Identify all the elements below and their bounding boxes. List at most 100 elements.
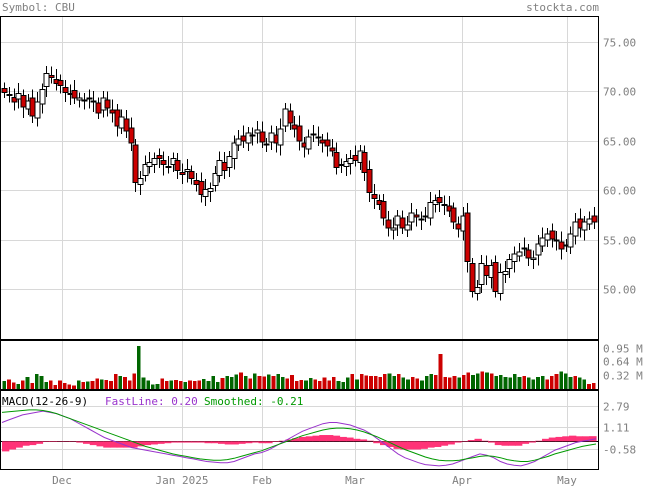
volume-bar [304,380,308,389]
price-candle [128,117,135,152]
price-tick-label: 70.00 [603,86,636,99]
volume-bar [30,382,34,389]
macd-histogram-bar [420,441,428,449]
price-candle [109,99,116,123]
volume-bar [155,383,160,389]
price-candle [296,115,303,151]
volume-bar [169,380,174,389]
x-tick-label: Mar [345,474,365,486]
macd-tick-label: 2.79 [603,401,630,414]
macd-histogram-bar [467,440,476,442]
volume-bar [582,379,587,389]
macd-histogram-bar [292,438,300,442]
volume-bar [243,375,248,389]
price-candle [586,211,593,231]
volume-bar [206,381,211,389]
volume-bar [76,380,81,389]
volume-bar [53,385,58,389]
volume-bar [58,380,62,389]
volume-bar [494,375,499,389]
macd-histogram-bar [562,436,570,442]
price-candle [34,91,41,127]
macd-histogram-bar [211,441,219,444]
volume-bars [2,345,596,389]
x-tick-label: Apr [452,474,472,486]
volume-bar [564,373,568,389]
price-candle [282,103,289,132]
x-axis: Dec Jan 2025 Feb Mar Apr May [52,474,577,486]
macd-histogram-bar [89,441,98,446]
volume-bar [554,374,559,389]
price-candle [338,158,345,173]
volume-bar [164,381,169,389]
volume-bar [508,377,512,389]
volume-bar [16,383,21,389]
macd-tick-label: -0.58 [603,444,636,457]
volume-bar [331,376,336,389]
volume-bar [118,375,123,389]
volume-bar [99,379,104,389]
volume-bar [197,380,202,389]
volume-bar [290,375,294,389]
macd-histogram-bar [359,439,368,442]
volume-bar [485,372,489,389]
price-candle [198,172,205,203]
volume-bar [123,376,127,389]
macd-histogram-bar [521,441,530,444]
price-candle [455,216,462,238]
volume-bar [434,375,438,389]
volume-bar [373,375,378,389]
price-candle [95,97,102,120]
price-candle [549,223,556,248]
price-candle [156,148,163,169]
price-candle [591,207,598,230]
price-tick-label: 65.00 [603,136,636,149]
volume-bar [336,381,341,389]
macd-histogram-bar [137,441,145,447]
macd-panel: 2.79 1.11 -0.58 MACD(12-26-9) FastLine: 0.… [0,390,636,470]
price-candles [1,66,598,301]
price-candle [123,110,130,139]
volume-bar [313,379,318,389]
macd-histogram-bar [548,437,557,442]
volume-bar [573,375,577,389]
volume-bar [48,380,53,389]
price-candle [539,227,546,252]
price-candle [48,66,55,84]
volume-bar [512,374,517,389]
volume-bar [341,382,345,389]
volume-bar [401,377,406,389]
price-candle [53,69,60,91]
macd-histogram-bar [103,441,111,448]
price-candle [245,126,252,152]
macd-histogram-bar [265,441,273,444]
price-candle [90,90,97,112]
macd-histogram-bar [197,441,206,443]
price-tick-label: 75.00 [603,37,636,50]
volume-bar [192,381,197,389]
macd-histogram-bar [569,435,577,442]
price-candle [20,89,27,118]
macd-smoothed-line [1,409,597,462]
volume-bar [355,379,359,389]
macd-histogram-bar [427,441,435,448]
price-candle [347,149,354,175]
macd-histogram-bar [42,441,50,442]
price-candle [371,183,378,210]
volume-bar [503,376,508,389]
volume-bar [95,378,99,389]
macd-histogram-bar [461,441,469,442]
macd-histogram-bar [251,441,260,443]
volume-bar [387,373,392,389]
volume-bar [568,376,573,389]
macd-histogram-bar [62,441,71,442]
macd-histogram-bar [535,440,543,442]
volume-bar [359,374,364,389]
price-candle [436,189,443,212]
volume-bar [280,376,285,389]
price-candle [506,253,513,279]
price-candle [366,160,373,202]
price-candle [165,156,172,174]
volume-bar [406,379,410,389]
